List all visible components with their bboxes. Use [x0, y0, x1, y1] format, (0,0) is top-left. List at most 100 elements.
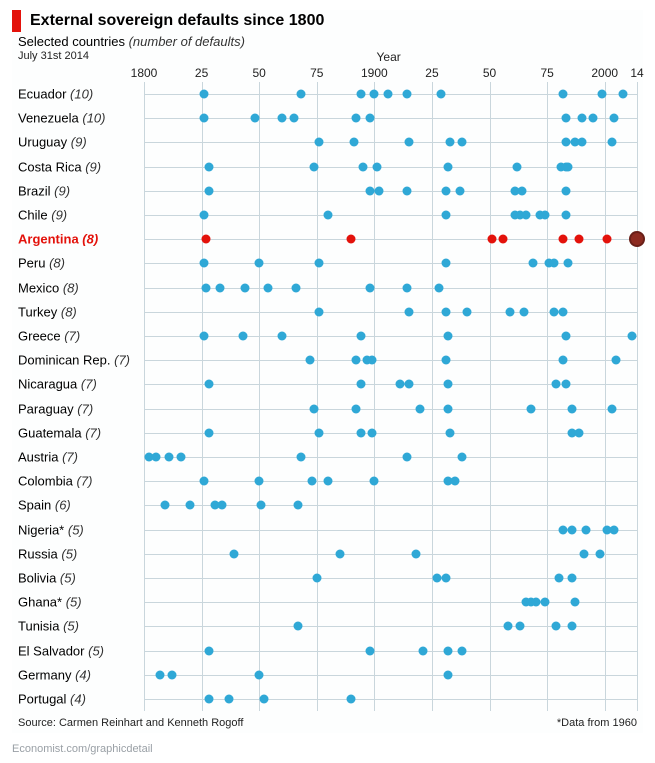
default-dot: [441, 211, 450, 220]
default-dot: [457, 138, 466, 147]
default-dot: [347, 235, 356, 244]
default-dot: [204, 380, 213, 389]
country-label: Paraguay (7): [18, 401, 93, 416]
country-label: Nigeria* (5): [18, 522, 84, 537]
default-dot: [446, 138, 455, 147]
default-dot: [540, 598, 549, 607]
default-dot: [239, 332, 248, 341]
default-dot: [294, 622, 303, 631]
country-row: Dominican Rep. (7): [18, 348, 637, 372]
default-dot: [568, 622, 577, 631]
default-dot: [218, 501, 227, 510]
country-label: Ecuador (10): [18, 87, 93, 102]
chart-title: External sovereign defaults since 1800: [30, 12, 324, 30]
country-label: Costa Rica (9): [18, 159, 101, 174]
default-dot: [395, 380, 404, 389]
country-label: El Salvador (5): [18, 643, 104, 658]
default-dot: [598, 90, 607, 99]
default-dot: [202, 283, 211, 292]
country-label: Germany (4): [18, 667, 91, 682]
grid-hline: [144, 699, 637, 700]
country-row: Venezuela (10): [18, 106, 637, 130]
default-dot: [441, 356, 450, 365]
default-dot: [365, 283, 374, 292]
default-dot: [384, 90, 393, 99]
default-dot: [550, 307, 559, 316]
default-dot: [315, 259, 324, 268]
country-row: Ecuador (10): [18, 82, 637, 106]
default-dot: [216, 283, 225, 292]
default-dot: [559, 90, 568, 99]
default-dot: [165, 452, 174, 461]
default-dot: [199, 211, 208, 220]
default-dot: [515, 622, 524, 631]
default-dot: [402, 186, 411, 195]
country-row: Nigeria* (5): [18, 517, 637, 541]
default-dot: [351, 404, 360, 413]
default-dot: [199, 114, 208, 123]
default-dot: [259, 694, 268, 703]
subtitle-prefix: Selected countries: [18, 34, 125, 49]
default-dot: [347, 694, 356, 703]
default-dot: [315, 428, 324, 437]
country-row: El Salvador (5): [18, 638, 637, 662]
default-dot: [324, 477, 333, 486]
default-dot: [151, 452, 160, 461]
default-dot: [517, 186, 526, 195]
default-dot: [351, 356, 360, 365]
default-dot: [444, 670, 453, 679]
default-dot: [374, 186, 383, 195]
country-row: Tunisia (5): [18, 614, 637, 638]
grid-hline: [144, 457, 637, 458]
country-row: Paraguay (7): [18, 397, 637, 421]
country-label: Mexico (8): [18, 280, 79, 295]
default-dot: [552, 622, 561, 631]
default-dot: [506, 307, 515, 316]
default-dot: [575, 428, 584, 437]
default-dot: [305, 356, 314, 365]
default-dot: [603, 235, 612, 244]
default-dot: [289, 114, 298, 123]
default-dot: [296, 452, 305, 461]
default-dot: [559, 525, 568, 534]
country-label: Dominican Rep. (7): [18, 353, 130, 368]
default-dot: [351, 114, 360, 123]
default-dot: [563, 259, 572, 268]
default-dot: [499, 235, 508, 244]
default-dot: [522, 211, 531, 220]
country-label: Russia (5): [18, 546, 77, 561]
default-dot: [432, 573, 441, 582]
default-dot: [441, 307, 450, 316]
default-dot: [444, 162, 453, 171]
default-dot: [225, 694, 234, 703]
default-dot: [411, 549, 420, 558]
default-dot: [589, 114, 598, 123]
country-row: Greece (7): [18, 324, 637, 348]
grid-hline: [144, 675, 637, 676]
country-label: Venezuela (10): [18, 111, 105, 126]
country-label: Guatemala (7): [18, 425, 101, 440]
x-tick-label: 1800: [131, 66, 158, 80]
country-label: Argentina (8): [18, 232, 98, 247]
default-dot: [296, 90, 305, 99]
x-tick-label: 2000: [591, 66, 618, 80]
default-dot: [561, 332, 570, 341]
chart-panel: External sovereign defaults since 1800 S…: [12, 10, 643, 733]
default-dot: [402, 283, 411, 292]
default-dot: [559, 356, 568, 365]
default-dot: [441, 573, 450, 582]
default-dot: [416, 404, 425, 413]
default-dot: [552, 380, 561, 389]
default-dot: [324, 211, 333, 220]
subtitle-italic: (number of defaults): [129, 34, 245, 49]
x-tick-label: 50: [252, 66, 265, 80]
default-dot: [612, 356, 621, 365]
grid-hline: [144, 481, 637, 482]
default-dot: [292, 283, 301, 292]
default-dot: [160, 501, 169, 510]
economist-red-bar: [12, 10, 21, 32]
country-row: Argentina (8): [18, 227, 637, 251]
x-tick-label: 1900: [361, 66, 388, 80]
default-dot: [278, 114, 287, 123]
default-dot: [582, 525, 591, 534]
